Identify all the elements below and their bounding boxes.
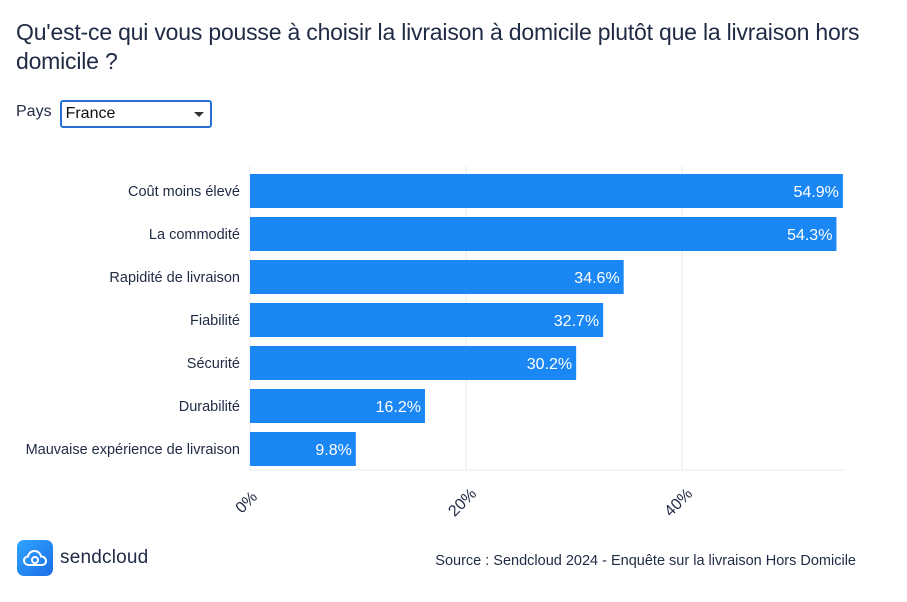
brand-logo: sendcloud: [17, 540, 148, 576]
bar: [250, 432, 356, 466]
country-select-value: France: [65, 105, 116, 122]
data-label: 16.2%: [376, 399, 421, 416]
category-label: Coût moins élevé: [128, 184, 240, 200]
category-label: La commodité: [149, 227, 240, 243]
chevron-down-icon: [193, 111, 204, 117]
data-label: 30.2%: [527, 356, 572, 373]
bar: [250, 260, 624, 294]
country-filter: Pays France: [16, 100, 212, 128]
data-label: 34.6%: [574, 270, 619, 287]
category-label: Mauvaise expérience de livraison: [26, 442, 240, 458]
data-label: 54.3%: [787, 227, 832, 244]
cloud-icon: [17, 540, 53, 576]
data-label: 54.9%: [794, 184, 839, 201]
x-tick-label: 0%: [233, 489, 261, 517]
bar: [250, 346, 577, 380]
category-label: Durabilité: [179, 399, 240, 415]
data-label: 9.8%: [315, 442, 351, 459]
brand-name: sendcloud: [60, 547, 149, 568]
bar: [250, 217, 837, 251]
x-tick-label: 40%: [661, 485, 696, 520]
bar: [250, 389, 425, 423]
category-label: Rapidité de livraison: [109, 270, 240, 286]
x-tick-label: 20%: [445, 485, 480, 520]
category-label: Sécurité: [187, 356, 240, 372]
source-note: Source : Sendcloud 2024 - Enquête sur la…: [435, 553, 856, 569]
category-label: Fiabilité: [190, 313, 240, 329]
bar: [250, 174, 843, 208]
bar: [250, 303, 604, 337]
country-select[interactable]: France: [59, 100, 212, 128]
country-filter-label: Pays: [16, 103, 52, 120]
chart-title: Qu'est-ce qui vous pousse à choisir la l…: [16, 19, 860, 74]
data-label: 32.7%: [554, 313, 599, 330]
